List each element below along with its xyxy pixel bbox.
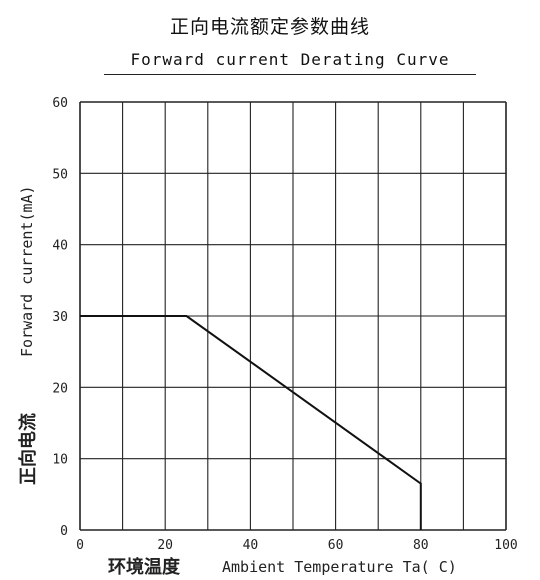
x-tick-label: 0 <box>76 538 84 553</box>
y-tick-label: 10 <box>52 453 68 468</box>
y-tick-label: 50 <box>52 167 68 182</box>
x-axis-title: Ambient Temperature Ta( C) <box>222 558 457 576</box>
y-tick-label: 30 <box>52 310 68 325</box>
subtitle-underline <box>104 74 476 75</box>
x-tick-label: 100 <box>494 538 517 553</box>
chart-subtitle: Forward current Derating Curve <box>130 50 450 69</box>
series-layer <box>80 315 422 530</box>
x-tick-label: 60 <box>328 538 344 553</box>
x-tick-label: 40 <box>243 538 259 553</box>
chart-title: 正向电流额定参数曲线 <box>169 16 370 38</box>
y-tick-label: 60 <box>52 96 68 111</box>
x-tick-label: 20 <box>157 538 173 553</box>
y-tick-label: 0 <box>60 524 68 539</box>
x-tick-label: 80 <box>413 538 429 553</box>
tick-labels: 0 10 20 30 40 50 60 0 20 40 60 80 100 <box>52 96 517 553</box>
y-tick-label: 20 <box>52 381 68 396</box>
y-tick-label: 40 <box>52 239 68 254</box>
derating-curve-line <box>80 315 422 530</box>
y-axis-title: Forward current(mA) <box>18 185 36 357</box>
y-axis-title-cn: 正向电流 <box>17 413 39 485</box>
x-axis-title-cn: 环境温度 <box>108 556 181 578</box>
